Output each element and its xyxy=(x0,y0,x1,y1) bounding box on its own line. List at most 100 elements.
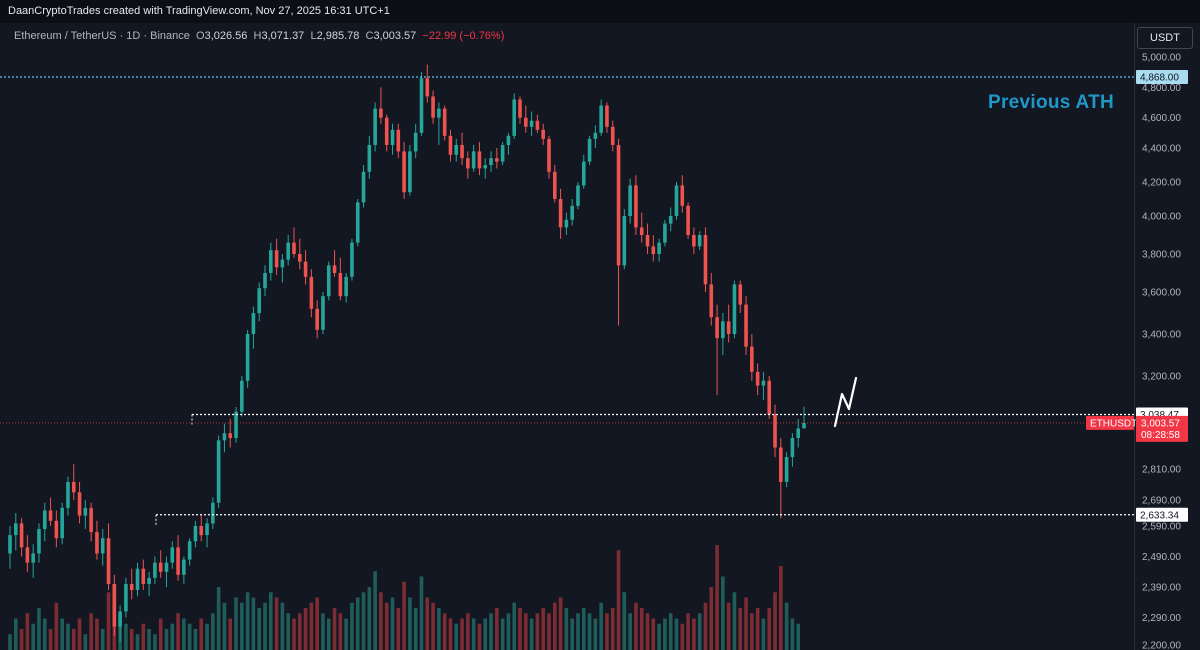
candle-body xyxy=(802,422,806,429)
volume-bar xyxy=(95,618,99,650)
currency-button[interactable]: USDT xyxy=(1137,27,1193,49)
volume-bar xyxy=(25,613,30,650)
symbol-legend: Ethereum / TetherUS · 1D · Binance O3,02… xyxy=(14,30,504,42)
candle-body xyxy=(182,559,186,575)
volume-bar xyxy=(448,618,453,650)
volume-bar xyxy=(628,613,632,650)
volume-bar xyxy=(732,592,737,650)
volume-bar xyxy=(292,618,296,650)
candle-body xyxy=(355,202,360,243)
symbol-name: Ethereum / TetherUS · 1D · Binance xyxy=(14,30,190,42)
candle-body xyxy=(709,284,714,318)
candle-body xyxy=(657,242,661,254)
candle-body xyxy=(396,129,401,152)
volume-bar xyxy=(8,634,12,650)
candle-body xyxy=(228,433,233,438)
volume-bar xyxy=(639,608,644,650)
volume-bar xyxy=(187,623,192,650)
price-level-tag xyxy=(1136,507,1188,522)
volume-bar xyxy=(784,602,789,650)
price-level-tag-label: 4,868.00 xyxy=(1140,73,1179,84)
volume-bar xyxy=(715,545,719,650)
volume-bar xyxy=(755,608,760,650)
candle-body xyxy=(332,265,337,273)
volume-bar xyxy=(599,602,603,650)
volume-bar xyxy=(326,618,331,650)
candle-body xyxy=(616,144,621,266)
volume-bar xyxy=(176,613,180,650)
price-axis-tick: 3,400.00 xyxy=(1142,330,1181,341)
candle-body xyxy=(199,526,204,536)
candle-body xyxy=(245,334,250,381)
price-axis[interactable] xyxy=(1134,23,1200,650)
volume-bar xyxy=(228,618,233,650)
volume-bar xyxy=(158,618,163,650)
volume-bar xyxy=(651,618,656,650)
candle-body xyxy=(790,438,795,458)
volume-bar xyxy=(657,623,661,650)
candle-body xyxy=(622,216,627,266)
volume-bar xyxy=(477,623,482,650)
candle-body xyxy=(419,78,424,133)
candle-body xyxy=(721,321,725,339)
volume-bar xyxy=(442,613,447,650)
candle-body xyxy=(460,144,464,159)
close-label: C xyxy=(365,30,374,42)
volume-bar xyxy=(216,587,221,650)
high-value: 3,071.37 xyxy=(261,30,305,42)
candle-body xyxy=(124,583,128,612)
volume-bar xyxy=(483,618,488,650)
volume-bar xyxy=(373,571,377,650)
price-axis-tick: 3,800.00 xyxy=(1142,250,1181,261)
volume-bar xyxy=(524,613,528,650)
price-level-tag-label: 3,038.47 xyxy=(1140,410,1179,421)
volume-bar xyxy=(222,602,227,650)
open-label: O xyxy=(196,30,205,42)
volume-bar xyxy=(500,618,505,650)
candle-body xyxy=(384,117,389,145)
candle-body xyxy=(373,108,377,145)
price-axis-tick: 3,600.00 xyxy=(1142,288,1181,299)
candle-body xyxy=(587,138,592,162)
candle-body xyxy=(54,520,59,539)
candle-body xyxy=(297,254,302,262)
candle-body xyxy=(257,288,262,313)
volume-bar xyxy=(141,623,146,650)
volume-bar xyxy=(89,613,93,650)
candle-body xyxy=(750,346,754,372)
candle-body xyxy=(89,507,93,533)
candle-body xyxy=(100,538,105,554)
candle-body xyxy=(344,276,348,297)
price-axis-tick: 5,000.00 xyxy=(1142,53,1181,64)
candle-body xyxy=(303,261,308,277)
volume-bar xyxy=(54,602,59,650)
volume-bar xyxy=(315,597,319,650)
volume-bar xyxy=(321,613,325,650)
volume-bar xyxy=(668,613,673,650)
price-axis-tick: 4,000.00 xyxy=(1142,212,1181,223)
volume-bar xyxy=(761,618,766,650)
candle-body xyxy=(269,250,273,273)
volume-bar xyxy=(779,566,783,650)
volume-bar xyxy=(726,602,731,650)
candle-body xyxy=(500,144,505,162)
volume-bar xyxy=(274,597,279,650)
candle-body xyxy=(634,185,638,228)
candle-body xyxy=(564,219,569,228)
volume-bar xyxy=(269,592,273,650)
candle-body xyxy=(489,158,493,165)
volume-bar xyxy=(164,629,169,650)
candle-body xyxy=(95,532,99,554)
volume-bar xyxy=(31,623,35,650)
low-value: 2,985.78 xyxy=(316,30,360,42)
candle-body xyxy=(524,117,528,127)
candle-body xyxy=(686,205,690,235)
candle-body xyxy=(471,151,476,169)
candle-body xyxy=(512,99,517,136)
candle-body xyxy=(19,523,24,548)
volume-bar xyxy=(773,592,777,650)
volume-bar xyxy=(71,629,76,650)
candle-body xyxy=(361,171,366,203)
candle-body xyxy=(309,276,314,309)
